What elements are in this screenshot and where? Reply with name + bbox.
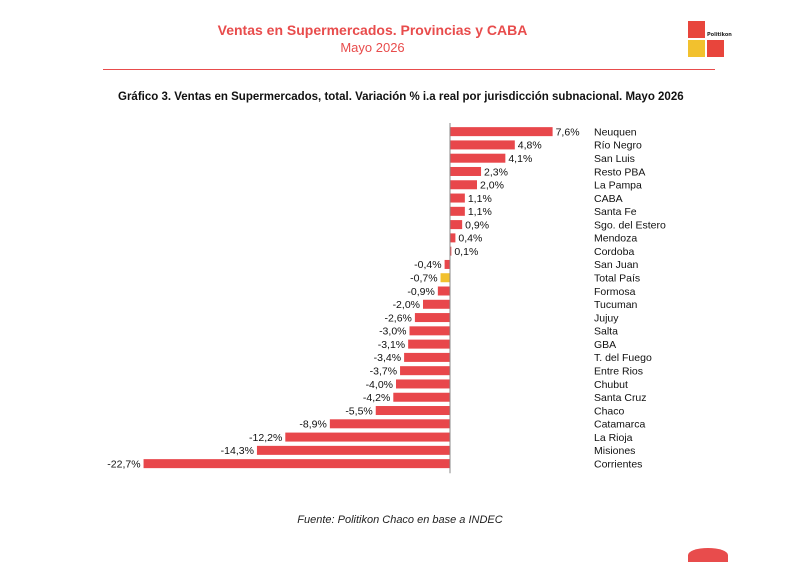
bar-23 [285, 432, 450, 442]
value-label-9: 0,1% [454, 246, 478, 258]
category-label-4: La Pampa [594, 180, 642, 192]
value-label-4: 2,0% [480, 180, 504, 192]
category-label-10: San Juan [594, 259, 639, 271]
category-label-13: Tucuman [594, 299, 638, 311]
category-label-25: Corrientes [594, 458, 642, 470]
category-label-22: Catamarca [594, 419, 646, 431]
category-label-17: T. del Fuego [594, 352, 652, 364]
bar-11 [440, 273, 450, 283]
value-label-15: -3,0% [379, 326, 406, 338]
value-label-14: -2,6% [384, 312, 411, 324]
value-label-13: -2,0% [393, 299, 420, 311]
bar-25 [143, 459, 451, 469]
bar-0 [450, 127, 553, 137]
value-label-16: -3,1% [378, 339, 405, 351]
value-label-24: -14,3% [221, 445, 254, 457]
header-divider [103, 69, 715, 70]
chart-title: Gráfico 3. Ventas en Supermercados, tota… [118, 91, 684, 103]
logo-square-red-2 [707, 40, 724, 57]
value-label-0: 7,6% [556, 126, 580, 138]
category-label-15: Salta [594, 326, 618, 338]
value-label-21: -5,5% [345, 405, 372, 417]
value-label-12: -0,9% [407, 286, 434, 298]
category-label-21: Chaco [594, 405, 625, 417]
value-label-6: 1,1% [468, 206, 492, 218]
bar-2 [450, 153, 506, 163]
value-label-19: -4,0% [366, 379, 393, 391]
value-label-1: 4,8% [518, 140, 542, 152]
bar-24 [256, 445, 450, 455]
bar-7 [450, 220, 463, 230]
category-label-12: Formosa [594, 286, 636, 298]
category-label-6: Santa Fe [594, 206, 637, 218]
category-label-23: La Rioja [594, 432, 633, 444]
bar-14 [414, 313, 450, 323]
bar-18 [400, 366, 450, 376]
logo-text: Politikon [707, 32, 732, 38]
category-label-3: Resto PBA [594, 166, 645, 178]
value-label-10: -0,4% [414, 259, 441, 271]
bar-15 [409, 326, 450, 336]
bar-16 [408, 339, 450, 349]
logo-square-yellow [688, 40, 705, 57]
bar-20 [393, 392, 450, 402]
decorative-shape [688, 548, 728, 562]
value-label-3: 2,3% [484, 166, 508, 178]
bar-4 [450, 180, 477, 190]
source-note: Fuente: Politikon Chaco en base a INDEC [297, 514, 503, 526]
category-label-1: Río Negro [594, 140, 642, 152]
category-label-20: Santa Cruz [594, 392, 647, 404]
category-label-0: Neuquen [594, 126, 637, 138]
category-label-2: San Luis [594, 153, 635, 165]
value-label-8: 0,4% [458, 233, 482, 245]
bar-10 [444, 259, 450, 269]
value-label-11: -0,7% [410, 273, 437, 285]
value-label-18: -3,7% [370, 365, 397, 377]
category-label-5: CABA [594, 193, 623, 205]
value-label-25: -22,7% [107, 458, 140, 470]
report-title: Ventas en Supermercados. Provincias y CA… [217, 22, 528, 38]
bar-3 [450, 166, 482, 176]
category-label-9: Cordoba [594, 246, 634, 258]
category-label-7: Sgo. del Estero [594, 219, 666, 231]
category-label-18: Entre Rios [594, 365, 643, 377]
bar-22 [329, 419, 450, 429]
bar-17 [404, 352, 450, 362]
value-label-22: -8,9% [299, 419, 326, 431]
category-label-16: GBA [594, 339, 616, 351]
value-label-23: -12,2% [249, 432, 282, 444]
bar-19 [396, 379, 450, 389]
value-label-5: 1,1% [468, 193, 492, 205]
politikon-logo: Politikon [688, 21, 732, 61]
value-label-7: 0,9% [465, 219, 489, 231]
category-label-24: Misiones [594, 445, 635, 457]
logo-square-red [688, 21, 705, 38]
bar-5 [450, 193, 465, 203]
bar-21 [375, 406, 450, 416]
bar-12 [437, 286, 450, 296]
bar-8 [450, 233, 456, 243]
report-subtitle: Mayo 2026 [340, 40, 405, 55]
category-label-11: Total País [594, 273, 640, 285]
category-label-19: Chubut [594, 379, 628, 391]
bar-1 [450, 140, 515, 150]
value-label-17: -3,4% [374, 352, 401, 364]
category-label-14: Jujuy [594, 312, 619, 324]
bar-13 [423, 299, 450, 309]
bar-6 [450, 206, 465, 216]
bar-9 [450, 246, 452, 256]
category-label-8: Mendoza [594, 233, 637, 245]
value-label-20: -4,2% [363, 392, 390, 404]
value-label-2: 4,1% [508, 153, 532, 165]
